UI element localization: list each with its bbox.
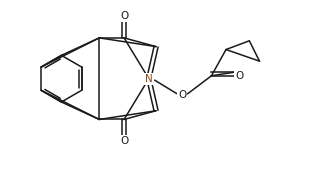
- Text: N: N: [145, 74, 153, 84]
- Text: O: O: [120, 11, 128, 21]
- Text: O: O: [120, 136, 128, 146]
- Text: O: O: [235, 71, 243, 81]
- Text: O: O: [178, 90, 186, 100]
